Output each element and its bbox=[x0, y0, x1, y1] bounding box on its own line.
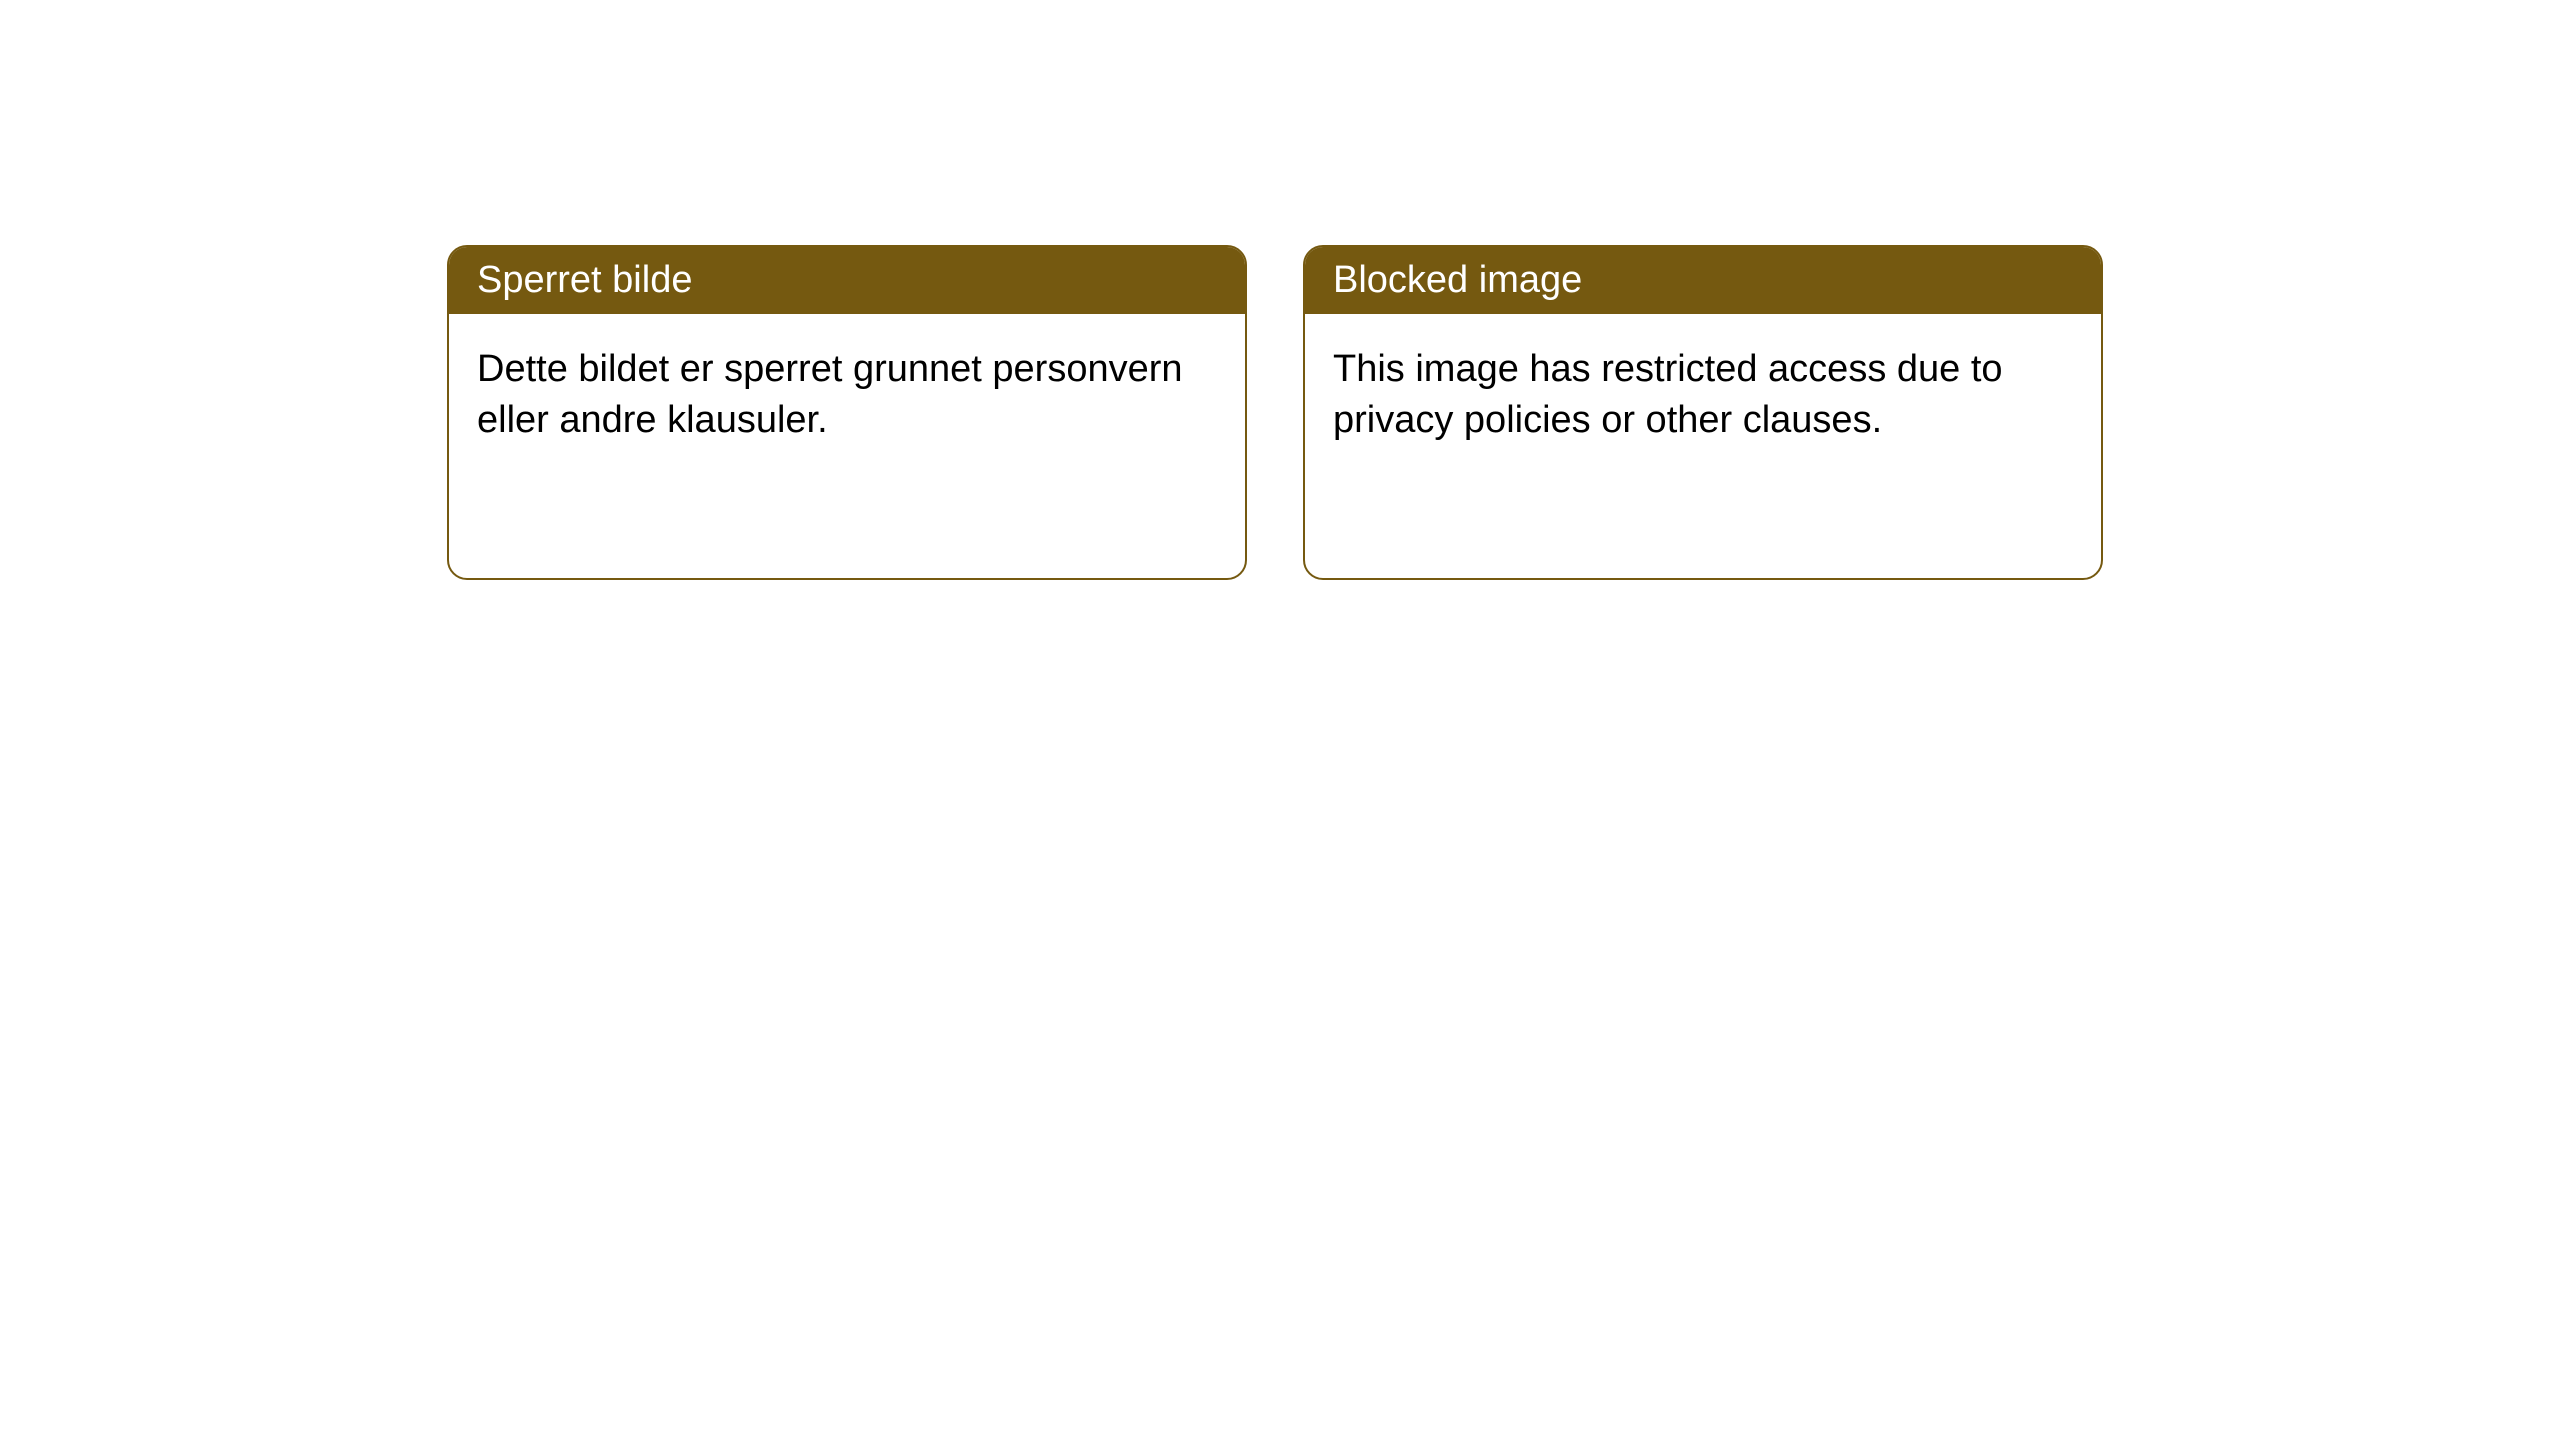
notice-header: Sperret bilde bbox=[449, 247, 1245, 314]
notice-card-norwegian: Sperret bilde Dette bildet er sperret gr… bbox=[447, 245, 1247, 580]
notice-body: Dette bildet er sperret grunnet personve… bbox=[449, 314, 1245, 477]
notice-card-english: Blocked image This image has restricted … bbox=[1303, 245, 2103, 580]
notice-text: Dette bildet er sperret grunnet personve… bbox=[477, 348, 1183, 441]
notice-container: Sperret bilde Dette bildet er sperret gr… bbox=[447, 245, 2103, 580]
notice-header: Blocked image bbox=[1305, 247, 2101, 314]
notice-title: Blocked image bbox=[1333, 259, 1582, 301]
notice-body: This image has restricted access due to … bbox=[1305, 314, 2101, 477]
notice-text: This image has restricted access due to … bbox=[1333, 348, 2003, 441]
notice-title: Sperret bilde bbox=[477, 259, 692, 301]
